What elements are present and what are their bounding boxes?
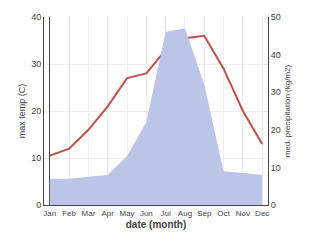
svg-text:May: May <box>119 209 134 218</box>
svg-text:date (month): date (month) <box>126 219 187 230</box>
svg-text:Jul: Jul <box>161 209 171 218</box>
svg-text:0: 0 <box>36 200 41 210</box>
svg-text:20: 20 <box>31 106 41 116</box>
svg-text:10: 10 <box>31 153 41 163</box>
svg-text:med. precipitation (kg/m2): med. precipitation (kg/m2) <box>283 64 292 157</box>
svg-text:Mar: Mar <box>82 209 96 218</box>
svg-text:20: 20 <box>271 125 281 135</box>
svg-text:max temp (C): max temp (C) <box>17 84 27 139</box>
svg-text:0: 0 <box>271 200 276 210</box>
svg-text:Jun: Jun <box>140 209 153 218</box>
svg-text:Oct: Oct <box>217 209 230 218</box>
svg-text:40: 40 <box>271 50 281 60</box>
svg-text:Apr: Apr <box>101 209 114 218</box>
svg-text:40: 40 <box>31 12 41 22</box>
svg-text:30: 30 <box>31 59 41 69</box>
svg-text:Sep: Sep <box>197 209 212 218</box>
svg-text:30: 30 <box>271 87 281 97</box>
svg-text:Feb: Feb <box>62 209 76 218</box>
svg-text:Jan: Jan <box>43 209 56 218</box>
svg-text:Nov: Nov <box>236 209 250 218</box>
svg-text:10: 10 <box>271 163 281 173</box>
svg-text:Aug: Aug <box>178 209 192 218</box>
svg-text:50: 50 <box>271 12 281 22</box>
svg-text:Dec: Dec <box>255 209 269 218</box>
